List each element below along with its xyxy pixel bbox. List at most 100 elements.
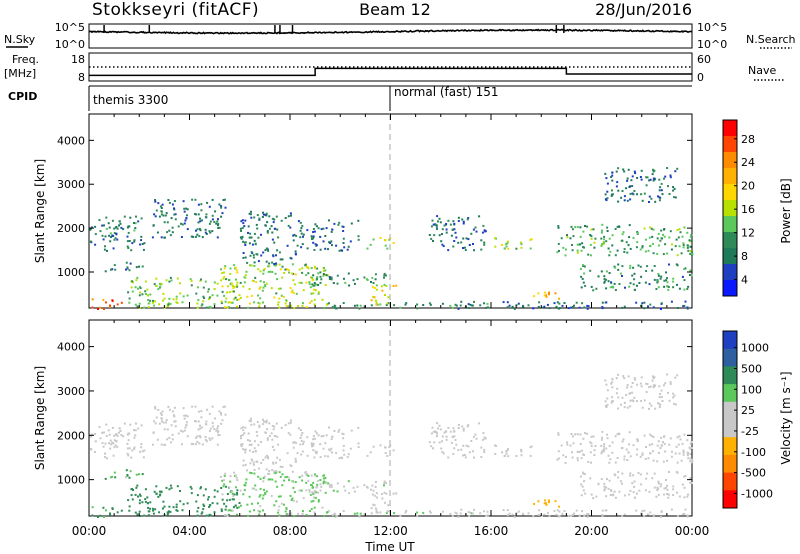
power-echo-cell: [300, 281, 303, 284]
power-echo-cell: [287, 305, 290, 308]
velocity-echo-cell: [622, 375, 625, 378]
power-echo-cell: [435, 224, 438, 227]
power-echo-cell: [109, 232, 112, 235]
velocity-echo-cell: [540, 514, 543, 517]
velocity-echo-cell: [273, 504, 276, 507]
power-echo-cell: [529, 238, 532, 241]
power-echo-cell: [171, 231, 174, 234]
velocity-echo-cell: [663, 493, 666, 496]
velocity-echo-cell: [239, 489, 242, 492]
velocity-echo-cell: [133, 447, 136, 450]
velocity-echo-cell: [383, 491, 386, 494]
power-echo-cell: [222, 277, 225, 280]
power-echo-cell: [239, 281, 242, 284]
velocity-echo-cell: [686, 514, 689, 517]
power-echo-cell: [118, 224, 120, 227]
power-echo-cell: [441, 233, 443, 235]
power-echo-cell: [350, 222, 353, 225]
velocity-echo-cell: [633, 377, 636, 380]
power-echo-cell: [600, 237, 603, 240]
velocity-echo-cell: [127, 499, 130, 502]
velocity-echo-cell: [94, 433, 97, 435]
velocity-echo-cell: [605, 495, 608, 498]
power-echo-cell: [314, 289, 317, 292]
velocity-echo-cell: [295, 442, 298, 445]
velocity-echo-cell: [204, 488, 207, 491]
power-echo-cell: [313, 284, 316, 287]
velocity-echo-cell: [374, 480, 377, 483]
velocity-echo-cell: [284, 424, 287, 427]
power-echo-cell: [660, 189, 663, 192]
velocity-echo-cell: [663, 384, 665, 387]
power-echo-cell: [457, 307, 460, 310]
power-echo-cell: [342, 230, 345, 232]
power-echo-cell: [133, 239, 136, 242]
power-echo-cell: [238, 294, 241, 297]
velocity-echo-cell: [601, 430, 604, 433]
power-echo-cell: [131, 242, 134, 245]
velocity-echo-cell: [103, 431, 105, 434]
velocity-echo-cell: [457, 423, 460, 426]
power-echo-cell: [190, 279, 193, 282]
velocity-echo-cell: [176, 485, 179, 488]
velocity-echo-cell: [129, 470, 132, 473]
velocity-echo-cell: [566, 441, 568, 444]
power-echo-cell: [548, 293, 550, 296]
velocity-echo-cell: [520, 454, 523, 457]
power-echo-cell: [266, 230, 269, 232]
velocity-echo-cell: [138, 510, 141, 513]
velocity-echo-cell: [383, 480, 386, 483]
power-echo-cell: [250, 294, 253, 297]
power-ylabel: Slant Range [km]: [33, 159, 47, 263]
power-echo-cell: [663, 228, 666, 230]
power-echo-cell: [216, 224, 219, 227]
power-echo-cell: [330, 240, 333, 243]
power-echo-cell: [190, 235, 193, 238]
power-echo-cell: [330, 276, 333, 279]
velocity-echo-cell: [130, 494, 133, 497]
power-echo-cell: [179, 282, 181, 285]
velocity-echo-cell: [99, 514, 102, 517]
power-echo-cell: [633, 272, 636, 275]
velocity-echo-cell: [250, 420, 252, 423]
velocity-echo-cell: [341, 432, 344, 435]
power-echo-cell: [276, 278, 279, 281]
power-echo-cell: [631, 185, 634, 187]
power-echo-cell: [466, 218, 469, 221]
power-echo-cell: [199, 220, 202, 223]
power-echo-cell: [290, 214, 292, 217]
velocity-echo-cell: [571, 451, 573, 454]
power-echo-cell: [683, 226, 686, 229]
y-tick-label: 3000: [57, 385, 85, 398]
velocity-echo-cell: [128, 505, 131, 508]
velocity-echo-cell: [557, 457, 560, 460]
power-echo-cell: [211, 230, 214, 233]
velocity-echo-cell: [636, 400, 638, 402]
nsearch-label: N.Search: [746, 33, 796, 46]
power-echo-cell: [563, 302, 566, 304]
velocity-echo-cell: [294, 481, 297, 484]
power-echo-cell: [664, 175, 667, 178]
power-echo-cell: [206, 201, 209, 204]
velocity-echo-cell: [162, 421, 165, 424]
velocity-echo-cell: [202, 508, 205, 511]
velocity-echo-cell: [182, 407, 185, 410]
power-echo-cell: [383, 274, 386, 277]
velocity-echo-cell: [308, 488, 311, 491]
colorbar-swatch: [723, 280, 737, 297]
velocity-echo-cell: [203, 505, 206, 507]
power-echo-cell: [690, 239, 693, 242]
power-echo-cell: [262, 269, 265, 272]
velocity-echo-cell: [645, 391, 648, 393]
velocity-echo-cell: [626, 459, 629, 461]
velocity-echo-cell: [202, 494, 205, 497]
power-echo-cell: [101, 234, 104, 237]
power-echo-cell: [486, 302, 489, 305]
velocity-echo-cell: [246, 503, 249, 506]
velocity-echo-cell: [245, 478, 248, 481]
velocity-echo-cell: [470, 440, 473, 442]
velocity-echo-cell: [338, 457, 341, 460]
velocity-echo-cell: [648, 402, 651, 405]
power-echo-cell: [147, 306, 150, 309]
power-echo-cell: [200, 304, 203, 307]
